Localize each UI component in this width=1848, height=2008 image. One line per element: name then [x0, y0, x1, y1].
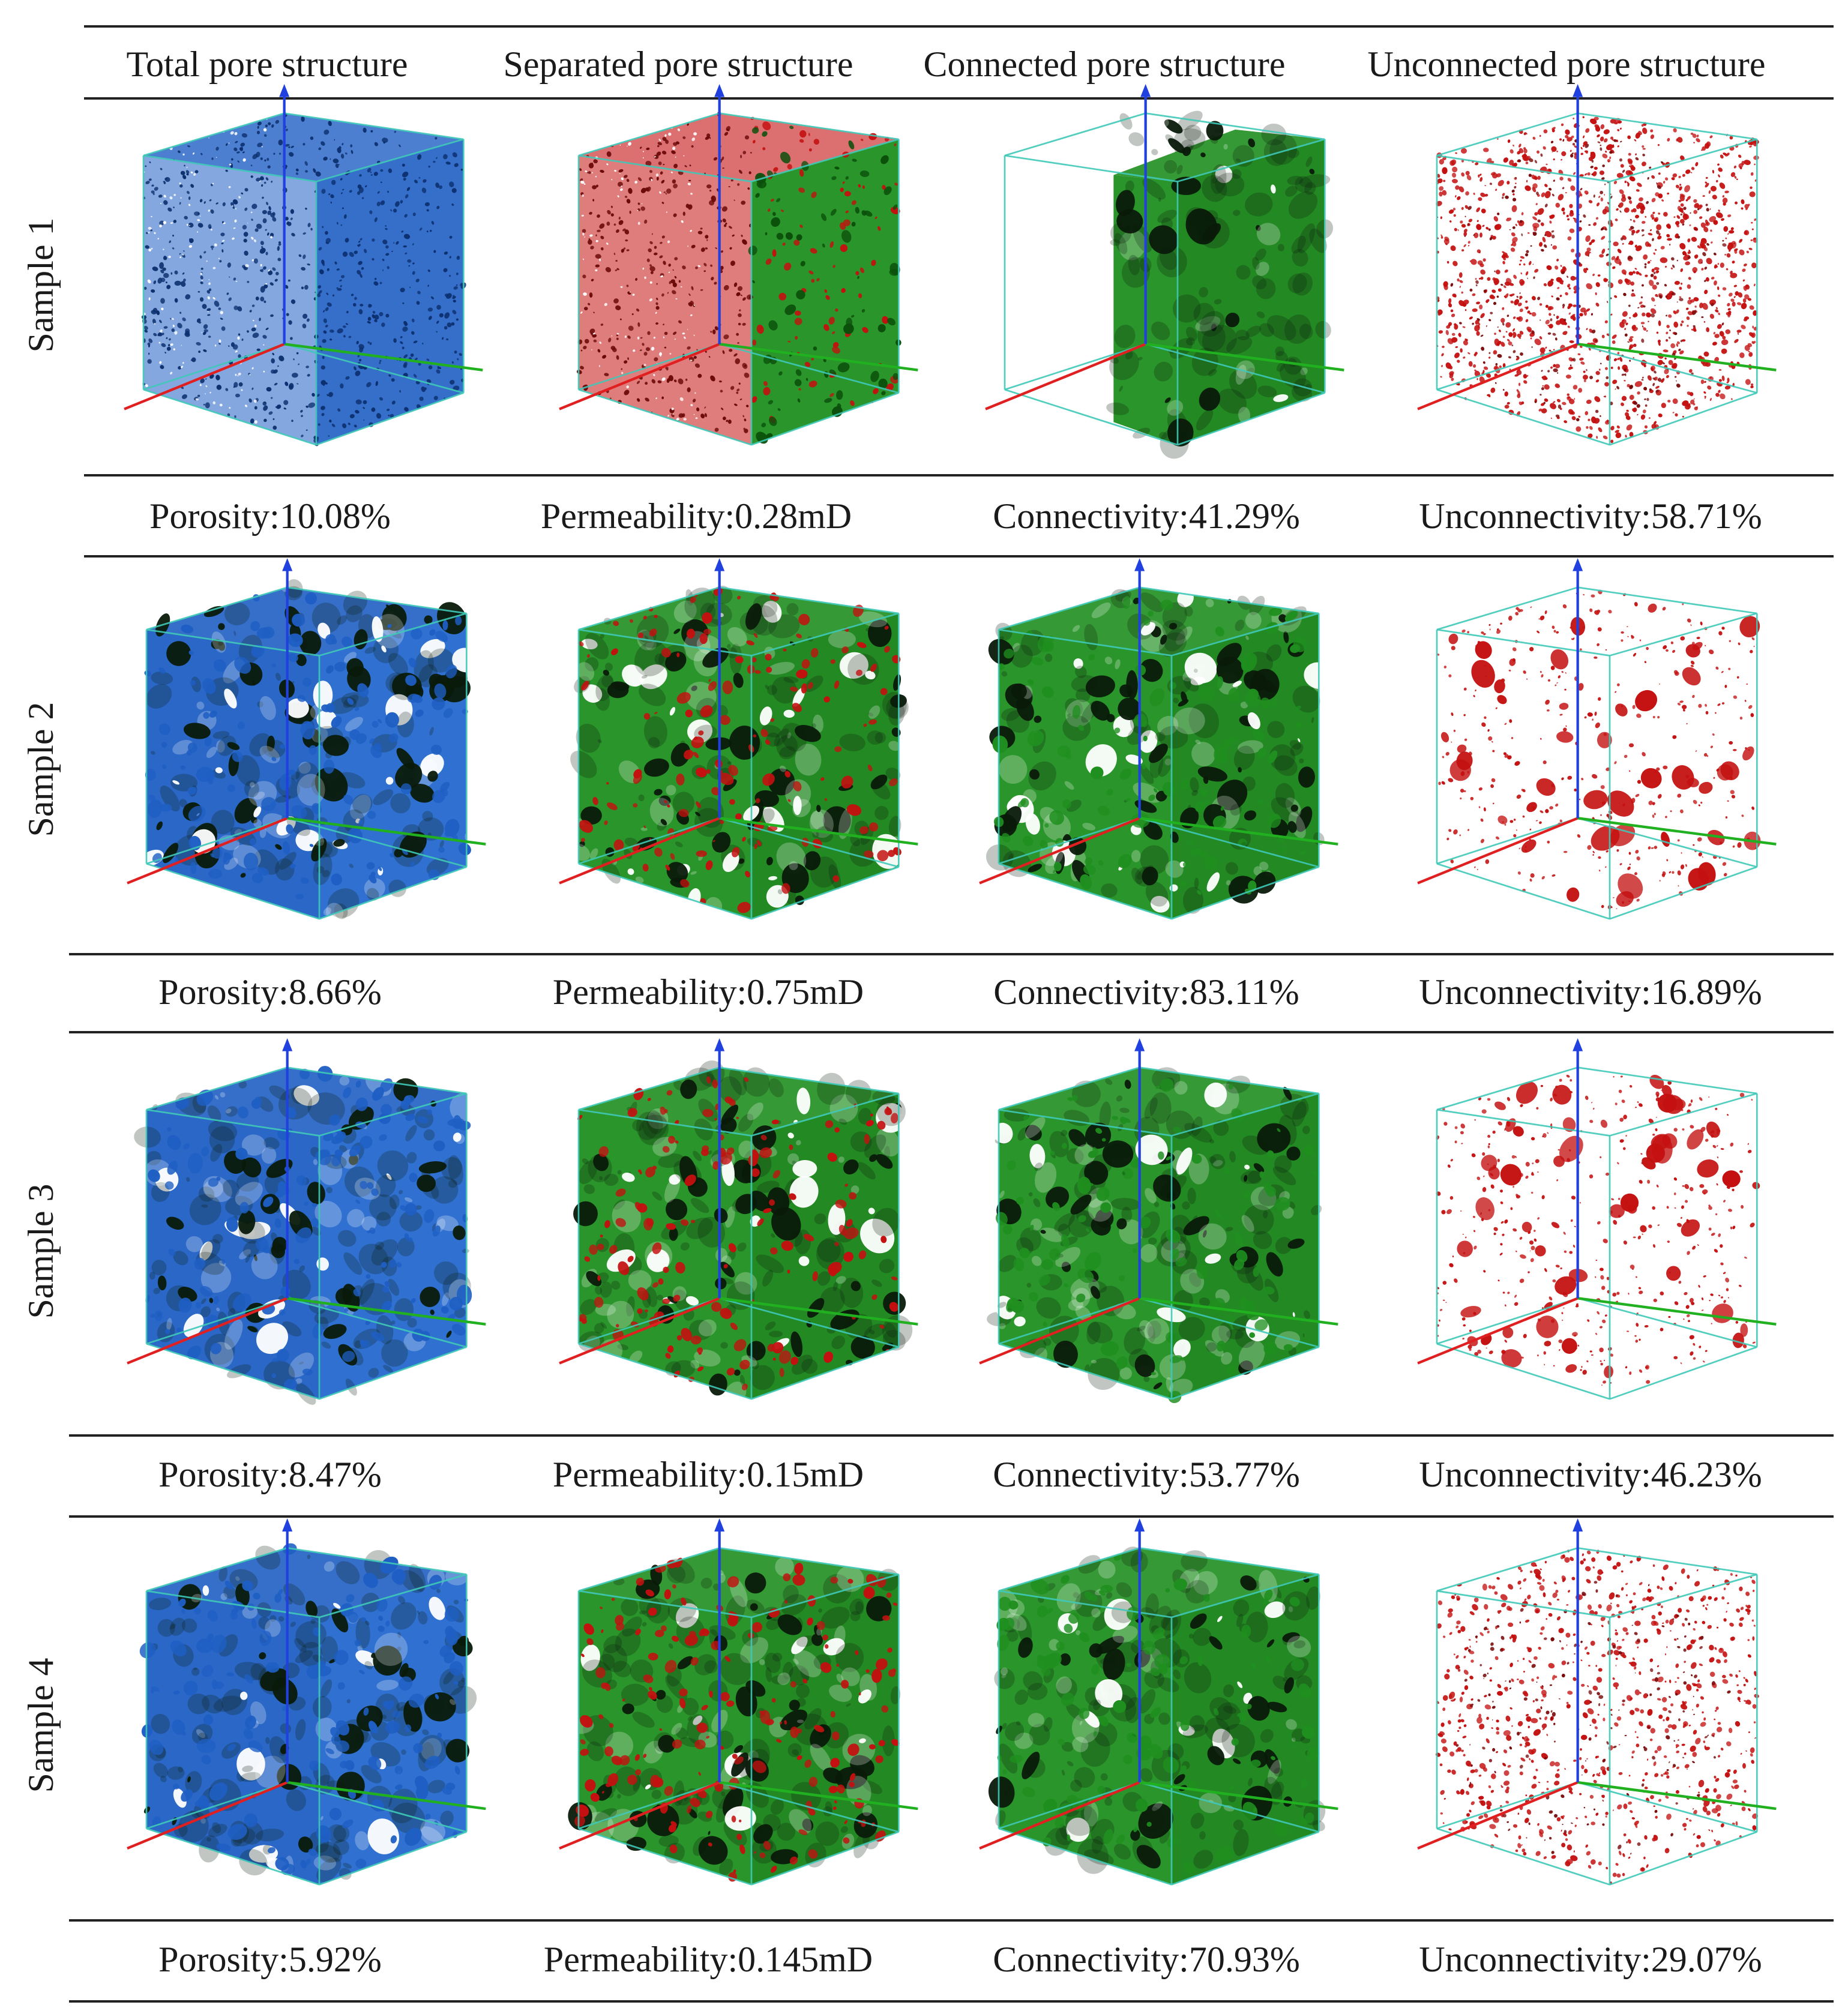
- sample-3-total-pore-render: [108, 1038, 492, 1428]
- porosity-sample-2: Porosity:8.66%: [158, 972, 382, 1012]
- sample-3-separated-pore-render: [540, 1038, 924, 1428]
- sample-3-connected-pore-render: [960, 1038, 1344, 1428]
- porosity-sample-3: Porosity:8.47%: [158, 1455, 382, 1494]
- sample-2-total-pore-render: [108, 558, 492, 948]
- column-header-connected: Connected pore structure: [923, 44, 1286, 84]
- sample-3-unconnected-pore-render: [1398, 1038, 1783, 1428]
- rule-metrics3-bottom: [69, 1515, 1834, 1518]
- unconnectivity-sample-1: Unconnectivity:58.71%: [1419, 496, 1762, 536]
- connectivity-sample-1: Connectivity:41.29%: [993, 496, 1300, 536]
- connectivity-sample-3: Connectivity:53.77%: [993, 1455, 1300, 1494]
- unconnectivity-sample-4: Unconnectivity:29.07%: [1419, 1940, 1762, 1979]
- rule-top: [84, 25, 1834, 28]
- permeability-sample-1: Permeability:0.28mD: [540, 496, 852, 536]
- rule-metrics2-bottom: [69, 1031, 1834, 1033]
- column-header-unconnected: Unconnected pore structure: [1367, 44, 1766, 84]
- permeability-sample-4: Permeability:0.145mD: [543, 1940, 873, 1979]
- sample-2-unconnected-pore-render: [1398, 558, 1783, 948]
- porosity-sample-1: Porosity:10.08%: [149, 496, 391, 536]
- sample-1-total-pore-render: [105, 84, 489, 474]
- row-label-sample-2: Sample 2: [21, 702, 61, 837]
- porosity-sample-4: Porosity:5.92%: [158, 1940, 382, 1979]
- sample-1-connected-pore-render: [966, 84, 1350, 474]
- permeability-sample-2: Permeability:0.75mD: [552, 972, 864, 1012]
- permeability-sample-3: Permeability:0.15mD: [552, 1455, 864, 1494]
- sample-1-separated-pore-render: [540, 84, 924, 474]
- rule-bottom: [69, 2000, 1834, 2003]
- row-label-sample-3: Sample 3: [21, 1183, 61, 1319]
- rule-metrics1-bottom: [84, 555, 1834, 558]
- row-label-sample-1: Sample 1: [21, 217, 61, 353]
- row-label-sample-4: Sample 4: [21, 1658, 61, 1793]
- rule-header-bottom: [84, 97, 1834, 100]
- sample-2-separated-pore-render: [540, 558, 924, 948]
- rule-row2-bottom: [69, 953, 1834, 955]
- column-header-separated: Separated pore structure: [503, 44, 853, 84]
- sample-1-unconnected-pore-render: [1398, 84, 1783, 474]
- rule-row4-bottom: [69, 1919, 1834, 1922]
- connectivity-sample-4: Connectivity:70.93%: [993, 1940, 1300, 1979]
- column-header-total: Total pore structure: [126, 44, 408, 84]
- sample-4-connected-pore-render: [960, 1518, 1344, 1914]
- sample-4-unconnected-pore-render: [1398, 1518, 1783, 1914]
- rule-row3-bottom: [69, 1434, 1834, 1437]
- sample-4-total-pore-render: [108, 1518, 492, 1914]
- sample-2-connected-pore-render: [960, 558, 1344, 948]
- unconnectivity-sample-2: Unconnectivity:16.89%: [1419, 972, 1762, 1012]
- sample-4-separated-pore-render: [540, 1518, 924, 1914]
- connectivity-sample-2: Connectivity:83.11%: [993, 972, 1299, 1012]
- rule-row1-bottom: [84, 474, 1834, 476]
- unconnectivity-sample-3: Unconnectivity:46.23%: [1419, 1455, 1762, 1494]
